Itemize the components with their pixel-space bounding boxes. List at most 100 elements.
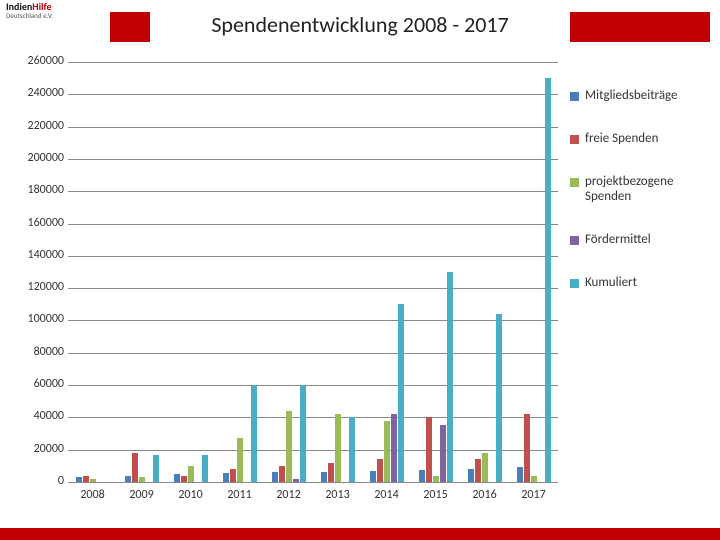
plot-area bbox=[68, 62, 558, 483]
x-tick-label: 2012 bbox=[264, 488, 313, 502]
legend-item: projektbezogene Spenden bbox=[570, 174, 710, 204]
y-tick-label: 120000 bbox=[14, 280, 64, 294]
logo-sub: Deutschland e.V. bbox=[6, 12, 53, 19]
legend-item: freie Spenden bbox=[570, 131, 710, 146]
y-tick-label: 160000 bbox=[14, 216, 64, 230]
bar bbox=[90, 479, 96, 482]
legend-swatch bbox=[570, 236, 579, 245]
bar bbox=[202, 455, 208, 482]
gridline bbox=[68, 256, 558, 257]
legend: Mitgliedsbeiträge freie Spenden projektbez… bbox=[570, 88, 710, 318]
bar bbox=[279, 466, 285, 482]
bar bbox=[230, 469, 236, 482]
gridline bbox=[68, 127, 558, 128]
x-tick-label: 2015 bbox=[411, 488, 460, 502]
bar bbox=[153, 455, 159, 482]
bar bbox=[286, 411, 292, 482]
bar bbox=[272, 472, 278, 482]
bar bbox=[370, 471, 376, 482]
legend-swatch bbox=[570, 92, 579, 101]
bar bbox=[419, 470, 425, 482]
x-tick-label: 2014 bbox=[362, 488, 411, 502]
bar bbox=[426, 417, 432, 482]
bar bbox=[293, 479, 299, 482]
x-tick-label: 2008 bbox=[68, 488, 117, 502]
y-tick-label: 20000 bbox=[14, 442, 64, 456]
x-tick-label: 2013 bbox=[313, 488, 362, 502]
x-tick-label: 2011 bbox=[215, 488, 264, 502]
bar bbox=[391, 414, 397, 482]
bar bbox=[223, 473, 229, 482]
bar bbox=[328, 463, 334, 482]
x-tick-label: 2009 bbox=[117, 488, 166, 502]
bar bbox=[482, 453, 488, 482]
gridline bbox=[68, 353, 558, 354]
y-tick-label: 60000 bbox=[14, 377, 64, 391]
bar bbox=[188, 466, 194, 482]
bar bbox=[321, 472, 327, 483]
gridline bbox=[68, 450, 558, 451]
legend-label: projektbezogene Spenden bbox=[585, 174, 710, 204]
gridline bbox=[68, 94, 558, 95]
bar bbox=[531, 476, 537, 482]
gridline bbox=[68, 320, 558, 321]
y-tick-label: 260000 bbox=[14, 54, 64, 68]
legend-item: Kumuliert bbox=[570, 275, 710, 290]
y-tick-label: 100000 bbox=[14, 312, 64, 326]
legend-label: Kumuliert bbox=[585, 275, 637, 290]
gridline bbox=[68, 417, 558, 418]
gridline bbox=[68, 224, 558, 225]
bar bbox=[125, 476, 131, 482]
bar bbox=[517, 467, 523, 482]
bar bbox=[398, 304, 404, 482]
x-tick-label: 2010 bbox=[166, 488, 215, 502]
legend-label: freie Spenden bbox=[585, 131, 658, 146]
gridline bbox=[68, 191, 558, 192]
gridline bbox=[68, 159, 558, 160]
bar bbox=[524, 414, 530, 482]
bar bbox=[300, 385, 306, 482]
bar bbox=[174, 474, 180, 482]
bar bbox=[447, 272, 453, 482]
y-tick-label: 220000 bbox=[14, 119, 64, 133]
bar bbox=[377, 459, 383, 482]
footer-bar bbox=[0, 528, 720, 540]
chart: Mitgliedsbeiträge freie Spenden projektbez… bbox=[10, 58, 710, 518]
bar bbox=[496, 314, 502, 482]
x-tick-label: 2017 bbox=[509, 488, 558, 502]
bar bbox=[132, 453, 138, 482]
bar bbox=[139, 477, 145, 482]
bar bbox=[545, 78, 551, 482]
bar bbox=[440, 425, 446, 482]
bar bbox=[76, 477, 82, 482]
slide: IndienHilfe Deutschland e.V. Spendenentw… bbox=[0, 0, 720, 540]
bar bbox=[468, 469, 474, 482]
legend-item: Mitgliedsbeiträge bbox=[570, 88, 710, 103]
y-tick-label: 200000 bbox=[14, 151, 64, 165]
legend-item: Fördermittel bbox=[570, 232, 710, 247]
bar bbox=[83, 476, 89, 482]
bar bbox=[475, 459, 481, 482]
gridline bbox=[68, 385, 558, 386]
bar bbox=[335, 414, 341, 482]
y-tick-label: 0 bbox=[14, 474, 64, 488]
y-tick-label: 180000 bbox=[14, 183, 64, 197]
legend-label: Fördermittel bbox=[585, 232, 651, 247]
legend-label: Mitgliedsbeiträge bbox=[585, 88, 678, 103]
y-tick-label: 140000 bbox=[14, 248, 64, 262]
bar bbox=[349, 417, 355, 482]
legend-swatch bbox=[570, 178, 579, 187]
y-tick-label: 240000 bbox=[14, 86, 64, 100]
gridline bbox=[68, 288, 558, 289]
legend-swatch bbox=[570, 135, 579, 144]
legend-swatch bbox=[570, 279, 579, 288]
bar bbox=[433, 476, 439, 482]
x-tick-label: 2016 bbox=[460, 488, 509, 502]
y-tick-label: 40000 bbox=[14, 409, 64, 423]
y-tick-label: 80000 bbox=[14, 345, 64, 359]
gridline bbox=[68, 62, 558, 63]
bar bbox=[384, 421, 390, 482]
bar bbox=[181, 476, 187, 482]
bar bbox=[251, 385, 257, 482]
logo: IndienHilfe Deutschland e.V. bbox=[6, 2, 53, 19]
